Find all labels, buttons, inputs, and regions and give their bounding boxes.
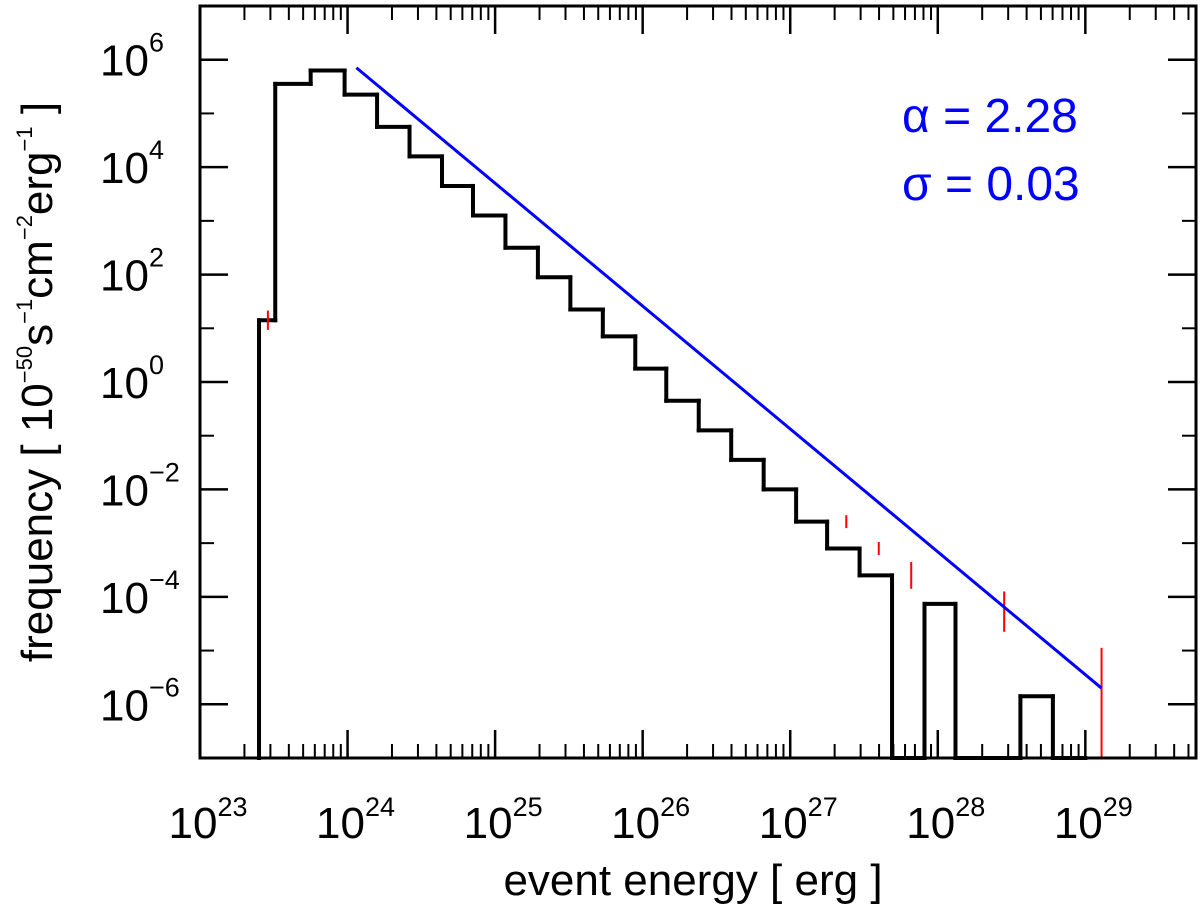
alpha-annotation: α = 2.28: [902, 90, 1078, 143]
powerlaw-fit-line: [355, 66, 1103, 690]
x-tick-label: 1026: [611, 792, 690, 848]
y-tick-label: 100: [100, 350, 164, 408]
x-axis-title: event energy [ erg ]: [503, 856, 882, 905]
sigma-annotation: σ = 0.03: [902, 158, 1080, 211]
x-tick-label: 1028: [906, 792, 985, 848]
x-tick-label: 1027: [759, 792, 838, 848]
minor-ticks: [200, 6, 1196, 758]
x-tick-label: 1023: [169, 792, 248, 848]
x-tick-label: 1029: [1054, 792, 1133, 848]
error-bars: [266, 310, 1103, 758]
y-axis-title: frequency [ 10−50s−1cm−2erg−1 ]: [12, 102, 62, 662]
x-tick-label: 1025: [464, 792, 543, 848]
y-tick-label: 10−4: [100, 565, 180, 623]
y-tick-label: 10−2: [100, 457, 180, 515]
y-tick-label: 10−6: [100, 672, 180, 730]
plot-frame: [198, 4, 1198, 760]
major-ticks: [200, 6, 1196, 758]
histogram: [257, 68, 1088, 760]
y-tick-labels: 10−6 10−4 10−2 100 102 104 106: [100, 28, 180, 731]
x-tick-label: 1024: [316, 792, 395, 848]
y-tick-label: 106: [100, 28, 164, 86]
x-tick-labels: 1023 1024 1025 1026 1027 1028 1029: [169, 792, 1133, 848]
y-tick-label: 102: [100, 243, 164, 301]
y-tick-label: 104: [100, 135, 164, 193]
fit-line-group: [355, 66, 1103, 690]
